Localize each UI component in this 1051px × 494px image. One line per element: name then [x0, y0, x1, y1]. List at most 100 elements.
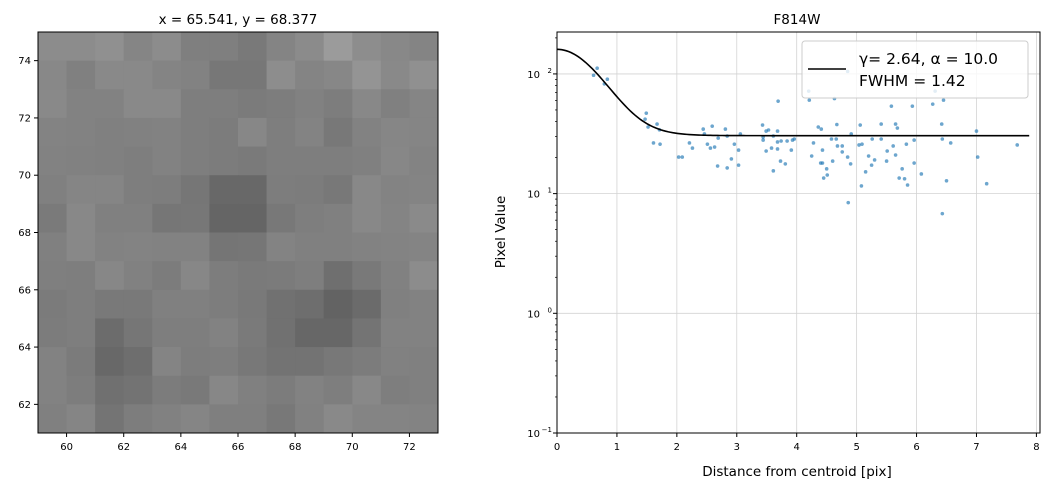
heatmap-cell — [180, 375, 210, 405]
heatmap-cell — [95, 175, 125, 205]
data-point — [646, 125, 650, 129]
heatmap-cell — [66, 318, 96, 348]
heatmap-cell — [295, 203, 325, 233]
heatmap-cell — [352, 89, 382, 119]
heatmap-cell — [323, 32, 353, 62]
heatmap-cell — [238, 261, 268, 291]
data-point — [902, 176, 907, 181]
heatmap-cell — [180, 117, 210, 148]
heatmap-cell — [323, 89, 353, 119]
data-point — [848, 162, 853, 166]
y-tick-label: 74 — [18, 56, 31, 67]
heatmap-cell — [38, 203, 68, 233]
data-point — [897, 176, 901, 180]
heatmap-cell — [323, 117, 353, 148]
data-point — [930, 102, 935, 106]
heatmap-cell — [152, 32, 182, 62]
data-point — [941, 98, 946, 102]
profile-points — [591, 66, 1020, 216]
data-point — [840, 150, 845, 154]
heatmap-cell — [380, 203, 410, 233]
heatmap-cell — [295, 404, 325, 434]
data-point — [846, 200, 851, 205]
heatmap-cell — [323, 261, 353, 291]
heatmap-cell — [409, 347, 439, 377]
data-point — [834, 137, 839, 141]
heatmap-cell — [66, 117, 96, 148]
data-point — [725, 166, 729, 170]
data-point — [974, 129, 979, 133]
heatmap-cell — [380, 32, 410, 62]
heatmap-cell — [409, 117, 439, 148]
data-point — [904, 142, 909, 146]
data-point — [591, 73, 596, 78]
data-point — [779, 139, 783, 143]
data-point — [824, 167, 829, 171]
heatmap-cell — [209, 375, 239, 405]
data-point — [655, 122, 659, 126]
heatmap-cell — [123, 117, 153, 148]
heatmap-cell — [238, 203, 268, 233]
heatmap-cell — [209, 117, 239, 148]
y-tick-exponent: 1 — [548, 187, 552, 195]
data-point — [821, 176, 826, 180]
data-point — [975, 155, 980, 159]
heatmap-cell — [38, 318, 68, 348]
data-point — [736, 148, 741, 152]
data-point — [766, 128, 771, 132]
data-point — [690, 146, 695, 150]
heatmap-cell — [95, 318, 125, 348]
heatmap-cell — [323, 146, 353, 176]
heatmap-cell — [323, 232, 353, 262]
heatmap-cell — [209, 347, 239, 377]
heatmap-cell — [409, 318, 439, 348]
heatmap-cell — [66, 289, 96, 319]
x-tick-label: 72 — [403, 442, 416, 453]
data-point — [809, 154, 814, 158]
data-point — [680, 155, 685, 159]
heatmap-cell — [38, 261, 68, 291]
heatmap-cell — [209, 146, 239, 176]
heatmap-cell — [380, 146, 410, 176]
heatmap-cell — [152, 175, 182, 205]
data-point — [760, 123, 765, 127]
heatmap-cell — [380, 175, 410, 205]
heatmap-cell — [238, 117, 268, 148]
moffat-fit-line — [556, 48, 1030, 137]
data-point — [900, 167, 904, 171]
heatmap-cell — [409, 261, 439, 291]
heatmap-cell — [152, 232, 182, 262]
heatmap-cell — [152, 289, 182, 319]
heatmap-cell — [66, 261, 96, 291]
heatmap-cell — [209, 203, 239, 233]
y-tick-label: 64 — [18, 343, 31, 354]
heatmap-cell — [123, 375, 153, 405]
heatmap-cell — [209, 232, 239, 262]
data-point — [940, 211, 945, 216]
heatmap-cell — [95, 261, 125, 291]
heatmap-cell — [352, 318, 382, 348]
heatmap-cell — [409, 175, 439, 205]
data-point — [643, 117, 647, 121]
data-point — [811, 141, 816, 145]
heatmap-cell — [123, 261, 153, 291]
profile-title: F814W — [774, 12, 821, 28]
data-point — [651, 141, 656, 145]
heatmap-cell — [123, 347, 153, 377]
heatmap-cell — [66, 203, 96, 233]
data-point — [776, 99, 780, 103]
data-point — [764, 149, 768, 153]
heatmap-cell — [180, 146, 210, 176]
data-point — [879, 122, 883, 126]
data-point — [775, 129, 780, 133]
x-tick-label: 66 — [232, 442, 245, 453]
heatmap-cell — [266, 203, 296, 233]
data-point — [771, 169, 776, 173]
heatmap-cell — [38, 146, 68, 176]
x-tick-label: 7 — [973, 442, 979, 453]
heatmap-cell — [323, 404, 353, 434]
data-point — [912, 161, 916, 165]
data-point — [940, 137, 945, 141]
